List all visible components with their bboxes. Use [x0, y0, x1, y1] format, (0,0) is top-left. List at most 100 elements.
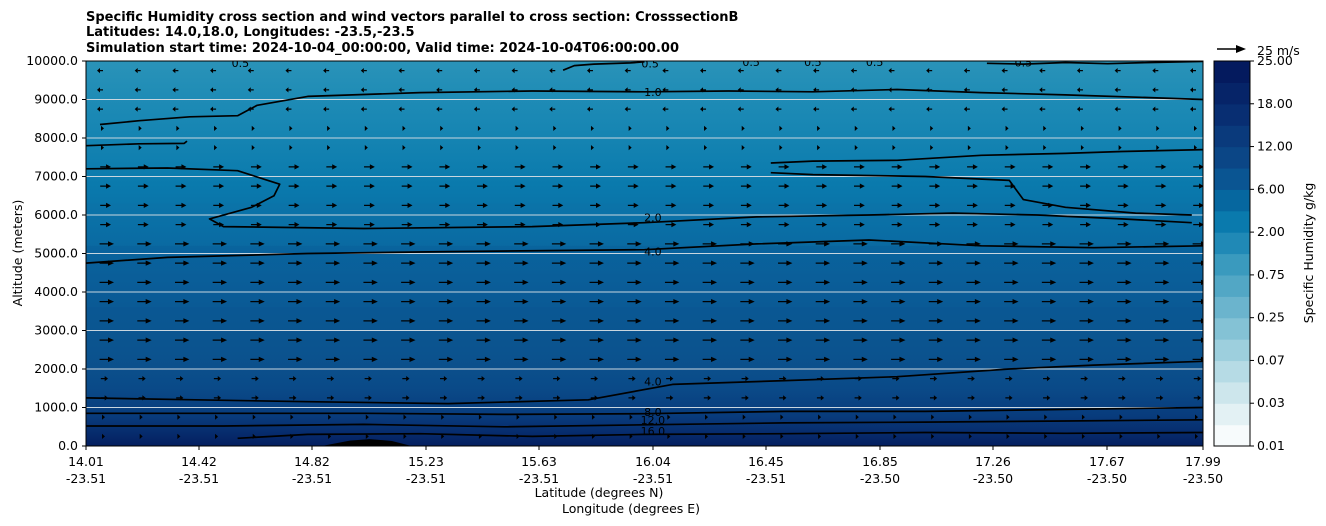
wind-vector: [137, 241, 152, 247]
wind-vector-head: [775, 68, 779, 74]
wind-vector: [664, 279, 680, 285]
wind-vector: [175, 202, 187, 208]
wind-vector: [929, 395, 938, 401]
wind-vector: [628, 395, 636, 401]
wind-vector: [778, 241, 793, 247]
wind-vector-head: [737, 87, 741, 93]
wind-vector-head: [704, 145, 708, 151]
wind-vector-head: [963, 87, 967, 93]
wind-vector: [778, 299, 793, 305]
wind-vector: [100, 183, 111, 189]
wind-vector: [666, 145, 670, 151]
colorbar-tick-label-2: 0.07: [1257, 352, 1285, 367]
wind-vector-head: [440, 145, 444, 151]
wind-vector: [1152, 106, 1159, 112]
wind-vector-head: [371, 260, 378, 266]
wind-vector-head: [937, 279, 944, 285]
wind-vector: [928, 260, 944, 266]
wind-vector: [363, 356, 378, 362]
wind-vector-head: [635, 337, 642, 343]
x-tick-label-lon-3: -23.51: [406, 471, 446, 486]
wind-vector: [325, 337, 341, 343]
quiver-key-label: 25 m/s: [1257, 43, 1300, 58]
wind-vector-head: [560, 318, 567, 324]
wind-vector: [288, 279, 303, 285]
wind-vector: [704, 145, 708, 151]
wind-vector: [516, 433, 520, 439]
wind-vector: [441, 414, 445, 420]
wind-vector: [137, 299, 152, 305]
wind-vector-head: [893, 414, 897, 420]
contour-label-3: 0.5: [804, 56, 822, 69]
wind-vector: [439, 164, 451, 170]
wind-vector-head: [1081, 433, 1085, 439]
wind-vector: [1004, 202, 1016, 208]
wind-vector: [363, 299, 378, 305]
x-tick-label-lon-2: -23.51: [292, 471, 332, 486]
wind-vector-head: [859, 222, 865, 228]
wind-vector: [705, 414, 709, 420]
wind-vector: [436, 68, 443, 74]
wind-vector: [703, 376, 712, 382]
wind-vector: [99, 279, 114, 285]
wind-vector: [290, 414, 294, 420]
y-tick-label-9: 9000.0: [34, 92, 78, 107]
wind-vector: [326, 164, 338, 170]
wind-vector: [1156, 125, 1160, 131]
wind-vector: [1080, 202, 1091, 208]
wind-vector: [551, 260, 567, 266]
wind-vector-head: [334, 318, 341, 324]
wind-vector: [779, 145, 783, 151]
wind-vector: [478, 414, 482, 420]
wind-vector-head: [145, 337, 152, 343]
wind-vector: [1041, 337, 1057, 343]
wind-vector: [967, 395, 975, 401]
wind-vector: [1004, 260, 1019, 266]
wind-vector: [172, 87, 179, 93]
wind-vector-head: [855, 414, 859, 420]
wind-vector: [1117, 241, 1132, 247]
y-tick-label-10: 10000.0: [26, 53, 78, 68]
wind-vector: [213, 222, 225, 228]
wind-vector: [629, 414, 633, 420]
wind-vector: [1004, 183, 1016, 189]
wind-vector: [212, 241, 228, 247]
wind-vector: [1080, 183, 1091, 189]
wind-vector: [212, 260, 228, 266]
wind-vector-head: [926, 106, 930, 112]
wind-vector: [931, 433, 935, 439]
wind-vector: [325, 279, 341, 285]
wind-vector: [740, 164, 752, 170]
wind-vector-head: [210, 87, 214, 93]
wind-vector: [966, 299, 981, 305]
wind-vector-head: [522, 299, 529, 305]
wind-vector-head: [635, 279, 642, 285]
wind-vector-head: [1119, 433, 1123, 439]
wind-vector-head: [1125, 356, 1132, 362]
wind-vector: [968, 414, 972, 420]
humidity-band-2: [86, 203, 1203, 223]
wind-vector: [854, 395, 862, 401]
wind-vector-head: [1199, 164, 1203, 170]
wind-vector-head: [1084, 395, 1088, 401]
wind-vector: [1156, 395, 1164, 401]
wind-vector: [476, 299, 491, 305]
contour-1-0-4: [770, 148, 1203, 164]
wind-vector-head: [142, 376, 146, 382]
wind-vector-head: [256, 202, 262, 208]
wind-vector: [816, 202, 828, 208]
wind-vector: [247, 68, 254, 74]
wind-vector-head: [323, 87, 327, 93]
wind-vector: [702, 260, 718, 266]
wind-vector-head: [407, 183, 413, 189]
wind-vector: [401, 318, 416, 324]
wind-vector-head: [673, 318, 680, 324]
wind-vector: [212, 356, 228, 362]
wind-vector: [705, 433, 709, 439]
wind-vector: [813, 87, 820, 93]
wind-vector: [139, 433, 143, 439]
wind-vector-head: [1085, 202, 1091, 208]
wind-vector: [1114, 106, 1121, 112]
wind-vector: [855, 414, 859, 420]
wind-vector-head: [972, 222, 978, 228]
